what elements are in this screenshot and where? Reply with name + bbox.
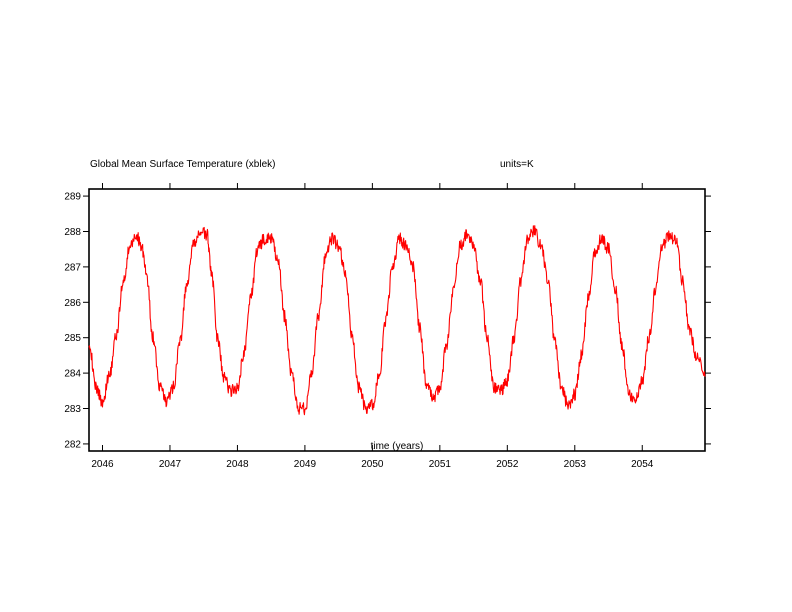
- x-tick-label: 2050: [361, 459, 384, 470]
- x-axis-label: time (years): [371, 441, 424, 452]
- x-tick-label: 2051: [429, 459, 452, 470]
- y-tick-label: 289: [64, 192, 81, 203]
- x-tick-label: 2047: [159, 459, 182, 470]
- x-tick-label: 2052: [496, 459, 519, 470]
- temperature-series-line: [88, 225, 706, 416]
- x-tick-label: 2046: [91, 459, 114, 470]
- y-tick-label: 283: [64, 404, 81, 415]
- x-tick-label: 2049: [294, 459, 317, 470]
- y-tick-label: 285: [64, 333, 81, 344]
- y-tick-label: 288: [64, 227, 81, 238]
- y-tick-label: 282: [64, 439, 81, 450]
- y-ticks: 282 283 284 285 286 287 288 289: [64, 192, 711, 450]
- y-tick-label: 287: [64, 262, 81, 273]
- x-ticks: 2046 2047 2048 2049 2050 2051 2052 2053 2054: [91, 183, 654, 470]
- y-tick-label: 284: [64, 369, 81, 380]
- chart-title: Global Mean Surface Temperature (xblek): [90, 159, 275, 170]
- x-tick-label: 2053: [564, 459, 587, 470]
- x-tick-label: 2054: [631, 459, 654, 470]
- x-tick-label: 2048: [226, 459, 249, 470]
- plot-frame: [88, 188, 706, 452]
- y-tick-label: 286: [64, 298, 81, 309]
- units-label: units=K: [500, 159, 534, 170]
